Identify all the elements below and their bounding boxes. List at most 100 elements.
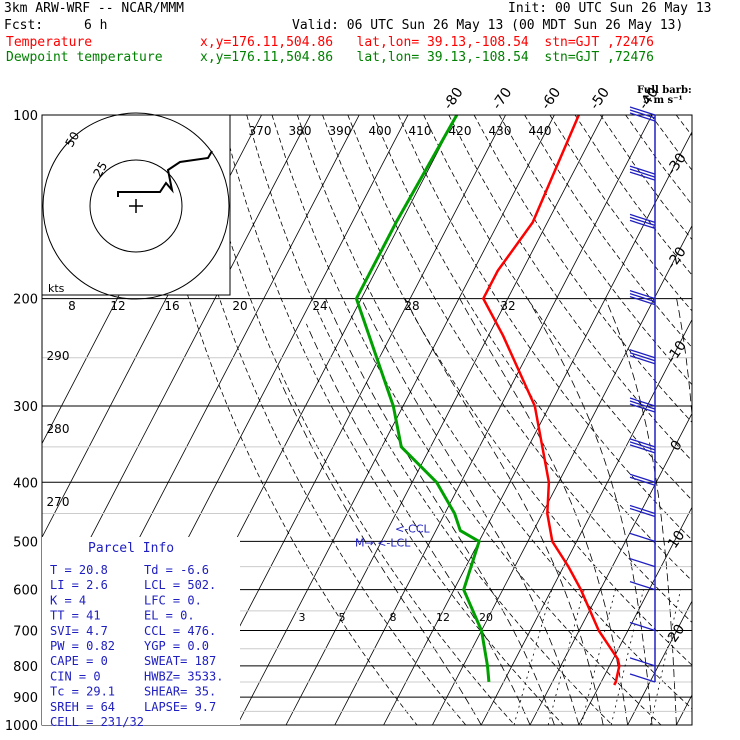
init-time: Init: 00 UTC Sun 26 May 13 [508, 1, 712, 16]
wind-barb [629, 290, 656, 300]
pressure-label: 100 [13, 109, 38, 124]
theta-label: 440 [529, 124, 552, 138]
parcel-row-right: SWEAT= 187 [144, 654, 216, 668]
hodo-ring [89, 159, 183, 253]
parcel-info-bg [42, 537, 240, 725]
hodo-speed-label: 28 [404, 299, 419, 313]
fcst-value: 6 h [84, 18, 108, 33]
pressure-label: 600 [13, 584, 38, 599]
wind-barb [629, 296, 656, 306]
isotherm-label: -50 [587, 85, 613, 113]
parcel-row-right: CCL = 476. [144, 624, 216, 638]
isotherm-label: -70 [489, 85, 515, 113]
dry-adiabat [246, 115, 613, 725]
wind-barb [629, 441, 656, 451]
mixing-ratio-line [547, 589, 585, 725]
wind-barb [629, 168, 656, 178]
wind-barb [629, 473, 656, 483]
parcel-row-left: Tc = 29.1 [50, 685, 115, 699]
mixing-ratio-label: 3 [299, 611, 306, 624]
theta-label: 400 [369, 124, 392, 138]
wind-barb [629, 657, 656, 667]
hodograph [41, 112, 231, 300]
isotherm-label: -80 [440, 85, 466, 113]
wind-barb [629, 504, 656, 515]
isotherm-line [529, 412, 692, 725]
hodo-ring [42, 112, 230, 300]
theta-label: 410 [409, 124, 432, 138]
wind-barb [629, 476, 656, 486]
parcel-row-left: PW = 0.82 [50, 639, 115, 653]
hodo-speed-label: 20 [232, 299, 247, 313]
wind-barb [629, 507, 656, 518]
isotherm-line [480, 318, 692, 725]
pressure-label: 400 [13, 476, 38, 491]
pressure-label: 1000 [5, 719, 38, 734]
parcel-row-right: LAPSE= 9.7 [144, 700, 216, 714]
hodo-speed-label: 8 [68, 299, 76, 313]
full-barb-label: Full barb: [637, 85, 692, 96]
dry-adiabat [195, 115, 515, 725]
parcel-info-box: Parcel Info T = 20.8 Td = -6.6 LI = 2.6 LCL … [42, 537, 240, 729]
mixing-ratio-label: 12 [436, 611, 450, 624]
isotherm-line [383, 131, 692, 725]
mixing-ratio-label: 5 [339, 611, 346, 624]
dry-adiabat [448, 115, 692, 462]
pressure-label: 900 [13, 691, 38, 706]
theta-label: 370 [249, 124, 272, 138]
wind-barb [629, 403, 656, 413]
wind-barb [629, 444, 656, 454]
hodo-speed-label: 24 [312, 299, 327, 313]
full-barb-value: 5 m s⁻¹ [643, 95, 683, 106]
wind-barb [629, 581, 656, 591]
dry-adiabat [271, 115, 662, 725]
level-marker: M→ <-LCL [355, 536, 411, 549]
pressure-label: 800 [13, 660, 38, 675]
mixing-ratio-label: 8 [390, 611, 397, 624]
parcel-info-title: Parcel Info [88, 541, 174, 556]
theta-label: 390 [329, 124, 352, 138]
isotherm-label: 10 [665, 528, 688, 552]
dewpoint-label: Dewpoint temperature [6, 50, 163, 65]
level-marker: <-CCL [395, 522, 431, 535]
moist-adiabat [278, 377, 482, 725]
wind-barb [629, 216, 656, 227]
isotherm-line [285, 115, 604, 725]
isotherm-label: -30 [664, 150, 690, 178]
model-title: 3km ARW-WRF -- NCAR/MMM [4, 1, 185, 16]
parcel-row-right: SHEAR= 35. [144, 685, 216, 699]
mixing-ratio-label: 20 [479, 611, 493, 624]
wind-barb [629, 532, 656, 542]
wind-barb [629, 621, 656, 632]
parcel-row-left: K = 4 [50, 593, 86, 607]
isotherm-line [627, 600, 692, 725]
parcel-row-left: SREH = 64 [50, 700, 115, 714]
hodo-ring-label: 50 [62, 129, 82, 149]
parcel-row-right: YGP = 0.0 [144, 639, 209, 653]
isotherm-label: -60 [538, 85, 564, 113]
pressure-label: 300 [13, 400, 38, 415]
parcel-row-left: LI = 2.6 [50, 578, 108, 592]
plot-frame [41, 114, 693, 726]
wind-barb [629, 171, 656, 181]
wind-barb [629, 293, 656, 303]
parcel-row-left: CELL = 231/32 [50, 715, 144, 729]
isotherm-line [578, 506, 692, 725]
wind-barb [629, 352, 656, 362]
moist-adiabat [404, 298, 604, 725]
parcel-row-right: Td = -6.6 [144, 563, 209, 577]
theta-label: 280 [47, 422, 70, 436]
pressure-label: 200 [13, 293, 38, 308]
parcel-row-left: CAPE = 0 [50, 654, 108, 668]
wind-barb [629, 355, 656, 365]
theta-label: 420 [449, 124, 472, 138]
wind-barb [629, 165, 656, 175]
temperature-label: Temperature [6, 35, 93, 50]
isotherm-line [334, 115, 653, 725]
dewpoint-location: x,y=176.11,504.86 lat,lon= 39.13,-108.54… [200, 50, 654, 65]
wind-barb [629, 438, 656, 448]
wind-barb [629, 213, 656, 224]
valid-time: Valid: 06 UTC Sun 26 May 13 (00 MDT Sun … [292, 18, 684, 33]
theta-label: 430 [489, 124, 512, 138]
wind-barb [629, 349, 656, 359]
